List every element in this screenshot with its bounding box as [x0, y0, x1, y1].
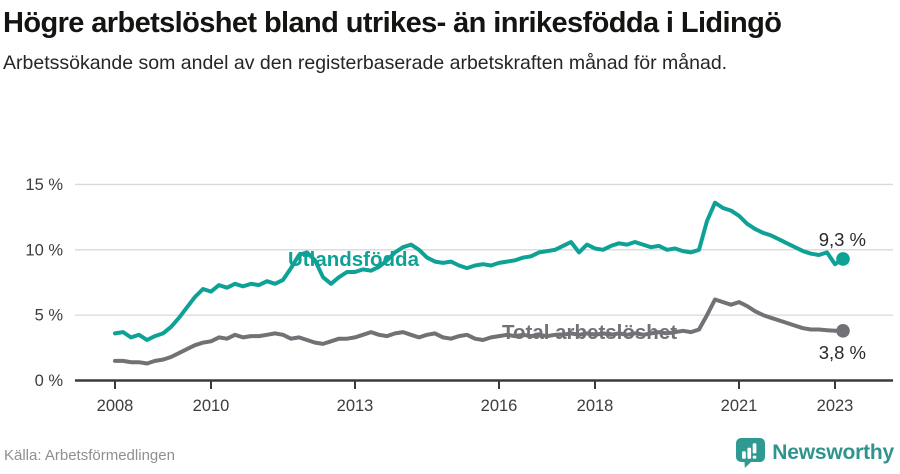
- x-axis-label-2023: 2023: [817, 397, 854, 415]
- y-axis-label-15: 15 %: [25, 176, 63, 194]
- newsworthy-bars-icon: [736, 438, 766, 468]
- end-dot-utlandsfodda: [836, 252, 850, 266]
- brand-name: Newsworthy: [772, 441, 894, 464]
- end-value-utlandsfodda: 9,3 %: [819, 229, 866, 250]
- page-title: Högre arbetslöshet bland utrikes- än inr…: [3, 7, 782, 39]
- chart-line-total: [113, 297, 845, 366]
- end-dot-total: [836, 324, 850, 338]
- source-note: Källa: Arbetsförmedlingen: [4, 447, 175, 464]
- y-axis-label-0: 0 %: [35, 372, 64, 390]
- series-label-utlandsfodda: Utlandsfödda: [288, 248, 420, 271]
- page-subtitle: Arbetssökande som andel av den registerb…: [3, 51, 728, 74]
- x-axis-label-2008: 2008: [97, 397, 134, 415]
- brand-logo[interactable]: Newsworthy: [736, 438, 894, 468]
- x-axis-label-2016: 2016: [481, 397, 518, 415]
- chart-line-utlandsfodda: [113, 200, 845, 342]
- x-axis-label-2021: 2021: [721, 397, 758, 415]
- y-axis-label-5: 5 %: [35, 307, 64, 325]
- y-axis-label-10: 10 %: [25, 241, 63, 259]
- x-axis-label-2010: 2010: [193, 397, 230, 415]
- series-label-total: Total arbetslöshet: [502, 321, 677, 344]
- end-value-total: 3,8 %: [819, 342, 866, 363]
- chart-header: Högre arbetslöshet bland utrikes- än inr…: [3, 5, 887, 76]
- x-axis-label-2013: 2013: [337, 397, 374, 415]
- chart-footer: Källa: Arbetsförmedlingen Newsworthy: [0, 434, 900, 474]
- x-axis-label-2018: 2018: [577, 397, 614, 415]
